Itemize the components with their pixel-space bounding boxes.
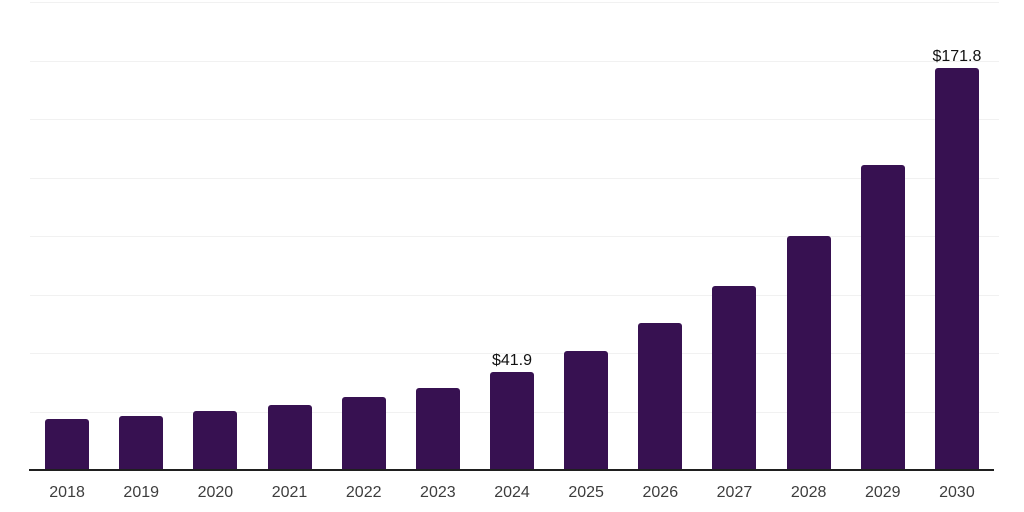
bar-2023 xyxy=(415,387,460,470)
bar-2018 xyxy=(45,419,90,470)
data-label-2024: $41.9 xyxy=(491,351,533,369)
x-tick-2030: 2030 xyxy=(939,484,975,501)
bar-2021 xyxy=(267,404,312,470)
bar-2022 xyxy=(341,397,386,470)
x-tick-2022: 2022 xyxy=(345,484,382,501)
x-tick-2025: 2025 xyxy=(568,484,604,501)
bar-2019 xyxy=(119,415,164,470)
gridline-200 xyxy=(30,2,999,3)
x-tick-2018: 2018 xyxy=(49,484,85,501)
bar-2029 xyxy=(860,164,905,470)
gridline-50 xyxy=(30,353,999,354)
gridline-175 xyxy=(30,60,999,62)
x-tick-2026: 2026 xyxy=(642,484,679,501)
bar-2028 xyxy=(786,235,831,470)
x-tick-2027: 2027 xyxy=(716,484,753,501)
x-tick-2020: 2020 xyxy=(197,484,234,501)
bar-2030 xyxy=(934,67,979,470)
x-tick-2019: 2019 xyxy=(123,484,160,501)
bar-2026 xyxy=(638,323,683,470)
x-tick-2023: 2023 xyxy=(420,484,456,501)
x-tick-2028: 2028 xyxy=(790,484,827,501)
x-axis-line xyxy=(29,469,994,471)
x-tick-2029: 2029 xyxy=(864,484,901,501)
gridline-150 xyxy=(30,119,999,120)
x-tick-2021: 2021 xyxy=(271,484,308,501)
bar-2020 xyxy=(193,411,238,470)
bar-2025 xyxy=(564,350,609,470)
gridline-75 xyxy=(30,294,999,296)
x-tick-2024: 2024 xyxy=(494,484,530,501)
gridline-100 xyxy=(30,236,999,237)
gridline-125 xyxy=(30,177,999,179)
bar-2024 xyxy=(490,371,534,470)
data-label-2030: $171.8 xyxy=(932,47,982,65)
bar-2027 xyxy=(712,285,757,470)
